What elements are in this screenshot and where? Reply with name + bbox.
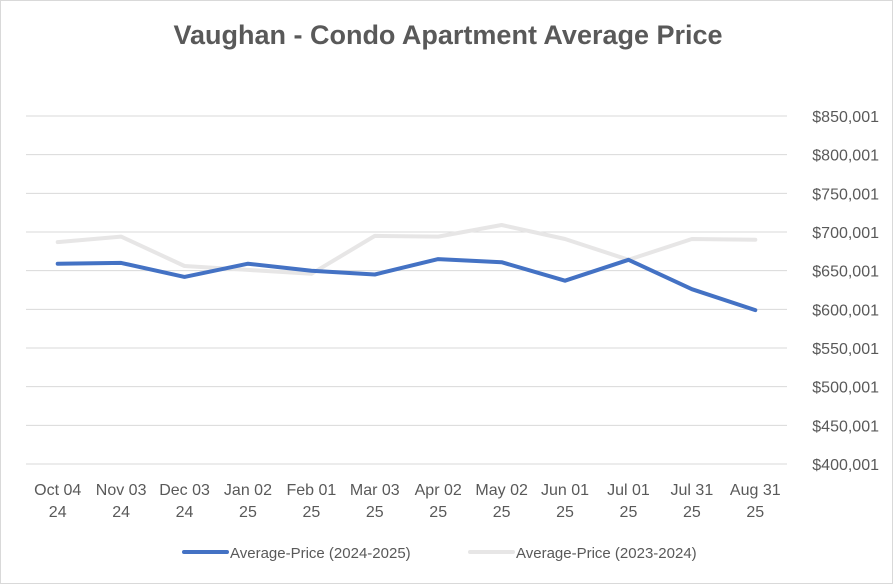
series-lines xyxy=(55,223,758,313)
series-line xyxy=(55,257,758,313)
y-axis-ticks: $400,001 $450,001 $500,001 $550,001 $600,001… xyxy=(812,109,879,474)
x-tick-label: Oct 04 xyxy=(34,482,81,499)
series-line xyxy=(55,223,758,276)
y-tick-label: $450,001 xyxy=(812,418,879,435)
x-tick-label: Nov 03 xyxy=(96,482,147,499)
x-tick-label-year: 25 xyxy=(620,504,638,521)
x-tick-label-year: 24 xyxy=(49,504,67,521)
x-tick-label: Feb 01 xyxy=(286,482,336,499)
legend-label: Average-Price (2024-2025) xyxy=(230,545,411,562)
gridlines xyxy=(26,115,787,465)
x-tick-label-year: 24 xyxy=(112,504,130,521)
x-tick-label-year: 25 xyxy=(493,504,511,521)
x-tick-label: Mar 03 xyxy=(350,482,400,499)
x-tick-label-year: 25 xyxy=(556,504,574,521)
x-tick-label-year: 25 xyxy=(746,504,764,521)
x-axis-ticks: Oct 04 24 Nov 03 24 Dec 03 24 Jan 02 25 Feb 01 25… xyxy=(34,482,781,521)
x-tick-label-year: 25 xyxy=(683,504,701,521)
x-tick-label: Jul 31 xyxy=(671,482,714,499)
x-tick-label-year: 25 xyxy=(366,504,384,521)
y-tick-label: $400,001 xyxy=(812,457,879,474)
x-tick-label: Jan 02 xyxy=(224,482,272,499)
x-tick-label-year: 25 xyxy=(429,504,447,521)
legend-label: Average-Price (2023-2024) xyxy=(516,545,697,562)
x-tick-label-year: 24 xyxy=(176,504,194,521)
x-tick-label: Jun 01 xyxy=(541,482,589,499)
x-tick-label-year: 25 xyxy=(302,504,320,521)
y-tick-label: $850,001 xyxy=(812,109,879,126)
y-tick-label: $800,001 xyxy=(812,148,879,165)
x-tick-label: Dec 03 xyxy=(159,482,210,499)
y-tick-label: $500,001 xyxy=(812,380,879,397)
x-tick-label-year: 25 xyxy=(239,504,257,521)
y-tick-label: $550,001 xyxy=(812,341,879,358)
legend: Average-Price (2024-2025) Average-Price (… xyxy=(182,545,697,562)
x-tick-label: Aug 31 xyxy=(730,482,781,499)
y-tick-label: $750,001 xyxy=(812,186,879,203)
x-tick-label: Jul 01 xyxy=(607,482,650,499)
chart-title: Vaughan - Condo Apartment Average Price xyxy=(173,20,722,50)
y-tick-label: $600,001 xyxy=(812,302,879,319)
y-tick-label: $650,001 xyxy=(812,264,879,281)
x-tick-label: Apr 02 xyxy=(415,482,462,499)
x-tick-label: May 02 xyxy=(475,482,528,499)
y-tick-label: $700,001 xyxy=(812,225,879,242)
